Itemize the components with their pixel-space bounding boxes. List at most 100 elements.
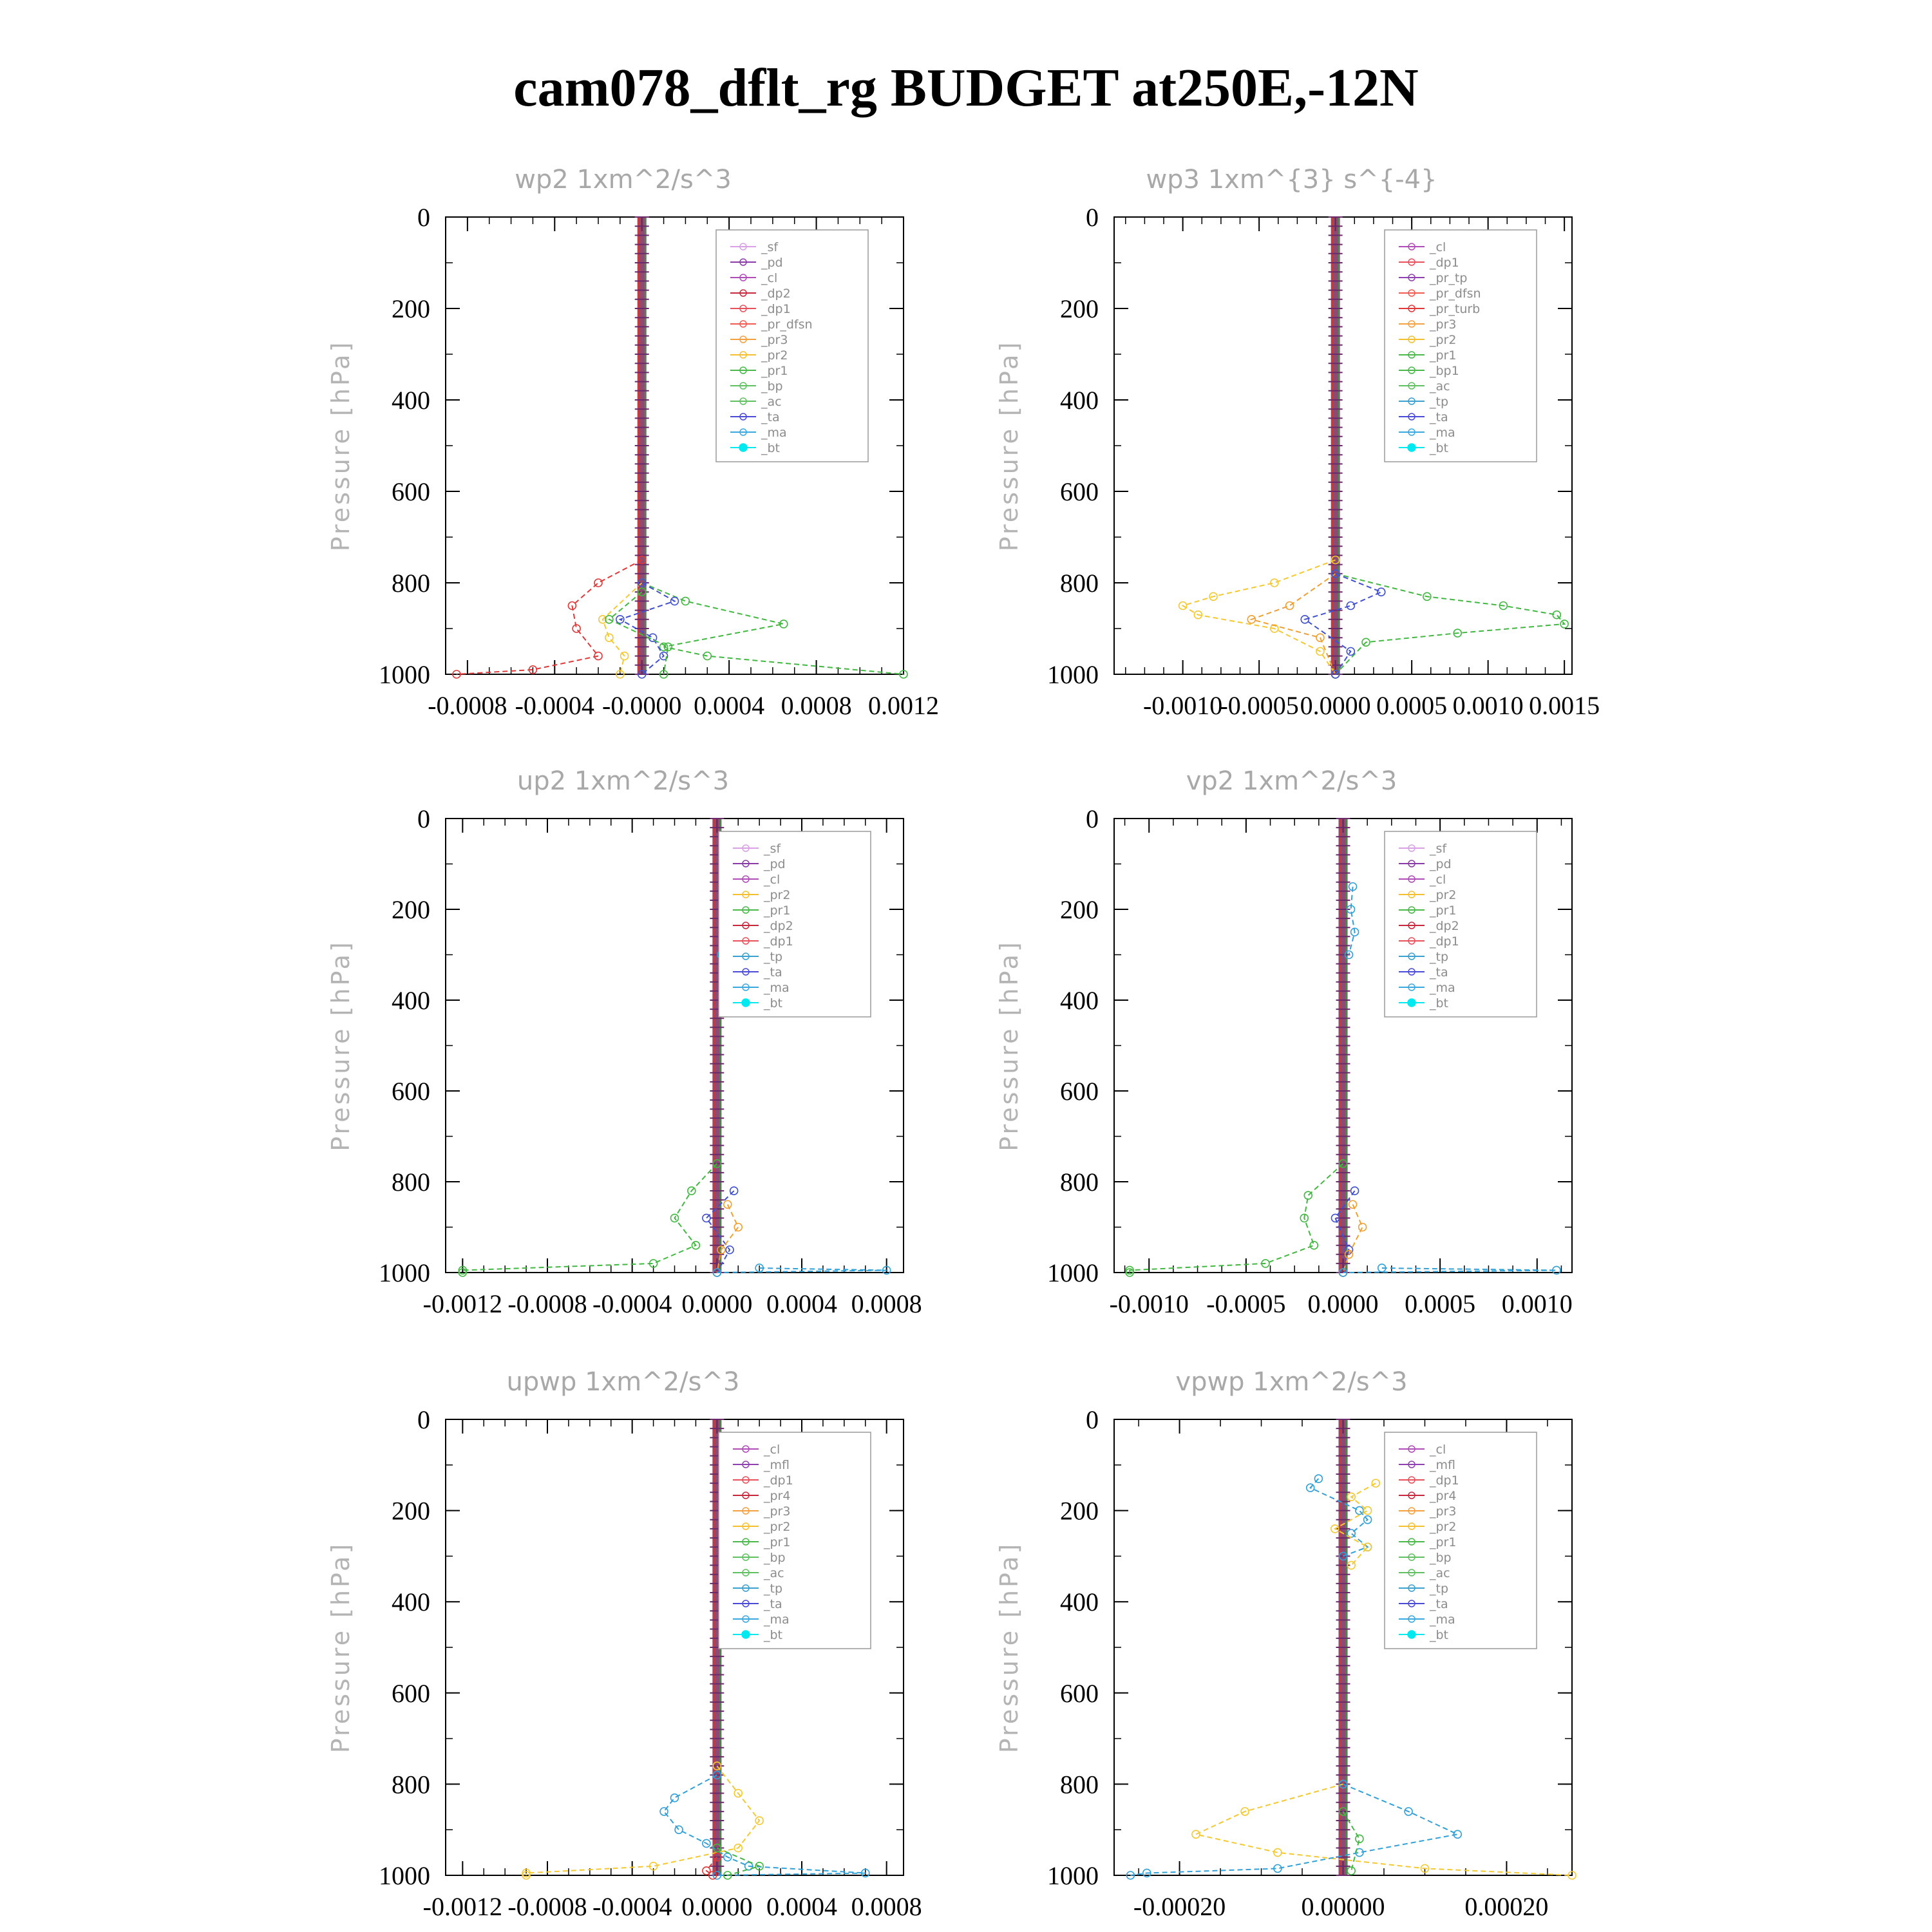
series-point-pr2 [1331, 555, 1340, 565]
legend-label: _dp1 [761, 302, 791, 316]
legend-label: _pr3 [1429, 1504, 1456, 1519]
series-point-pr2 [616, 670, 625, 679]
series-point-pr2 [1193, 610, 1203, 620]
panel-title: wp3 1xm^{3} s^{-4} [1146, 165, 1437, 194]
legend: _cl _dp1_pr_tp _pr_dfsn_pr_turb_pr3_pr2_pr… [1384, 229, 1537, 462]
legend-label: _cl [1429, 240, 1446, 254]
legend-marker [1408, 258, 1416, 266]
series-point-ta [702, 1213, 711, 1223]
x-tick-label: 0.00000 [1302, 1892, 1385, 1921]
legend-label: _bp [1429, 1551, 1452, 1565]
series-point-bp [723, 1871, 732, 1880]
x-tick-label: -0.0000 [602, 691, 681, 720]
series-point-ta [1300, 614, 1310, 624]
y-axis-label: Pressure [hPa] [995, 1542, 1023, 1754]
legend-label: _ma [763, 981, 790, 995]
series-point-ma [1377, 1264, 1387, 1273]
series-point-ta [1346, 601, 1356, 611]
legend-marker [1408, 922, 1416, 929]
legend-marker [742, 1600, 750, 1607]
series-point-pr2 [1270, 624, 1279, 633]
series-point-ma [1338, 1268, 1348, 1277]
series-point-pr2 [605, 633, 614, 643]
x-tick-label: -0.0012 [423, 1289, 502, 1318]
series-point-dp1 [670, 1213, 679, 1223]
x-tick-label: -0.0008 [428, 691, 507, 720]
x-tick-label: -0.0004 [592, 1892, 672, 1921]
legend-marker [739, 428, 747, 436]
series-point-pr1 [522, 1871, 531, 1880]
series-point-pr3 [1247, 614, 1256, 624]
legend-marker [739, 397, 747, 405]
series-point-tp [1348, 882, 1358, 891]
legend-marker [742, 860, 750, 867]
series-point-dp1 [452, 670, 461, 679]
series-point-dp1 [567, 601, 577, 611]
series-point-pr1 [755, 1816, 764, 1825]
series-point-ta [1346, 647, 1356, 656]
legend-marker [1408, 1553, 1416, 1561]
series-point-dp1 [594, 651, 603, 661]
series-point-ta [1350, 1186, 1359, 1195]
x-tick-label: -0.0010 [1110, 1289, 1189, 1318]
x-tick-label: -0.0008 [507, 1289, 587, 1318]
legend-label: _tp [763, 950, 782, 964]
y-tick-label: 0 [417, 804, 430, 833]
legend-label: _pr1 [763, 1535, 790, 1549]
series-line-dp1 [462, 1163, 718, 1273]
x-tick-label: -0.0004 [515, 691, 594, 720]
legend-box [718, 831, 871, 1018]
legend-box [715, 229, 869, 462]
x-tick-label: 0.00020 [1464, 1892, 1548, 1921]
series-point-pr2 [598, 614, 607, 624]
series-line-ma [1343, 1267, 1557, 1273]
series-line-ta [1334, 1190, 1356, 1273]
series-point-pr1 [1347, 1492, 1356, 1502]
legend-label: _bt [1429, 996, 1448, 1010]
legend-label: _pr_tp [1429, 271, 1467, 285]
legend-label: _ta [763, 965, 782, 980]
series-point-tp [670, 1793, 679, 1803]
series-line-pr1 [526, 1765, 761, 1875]
series-point-tp [1305, 1483, 1315, 1492]
y-tick-label: 1000 [1047, 660, 1099, 689]
y-tick-label: 0 [417, 203, 430, 232]
x-tick-label: 0.0000 [1300, 691, 1371, 720]
legend: _sf_pd _cl_pr2 _pr1_dp2_dp1_tp_ta_ma_bt [1384, 831, 1537, 1018]
legend-marker [1408, 413, 1416, 421]
series-line-pr2 [1181, 559, 1336, 675]
series-line-dp1 [705, 1857, 718, 1876]
series-line-ta [705, 1190, 735, 1273]
panel-title: wp2 1xm^2/s^3 [515, 165, 732, 194]
legend-marker [1408, 1507, 1416, 1515]
series-point-ta [729, 1186, 739, 1195]
series-point-dp1 [708, 1871, 717, 1880]
series-point-dp1 [712, 1852, 722, 1862]
legend-marker [739, 258, 747, 266]
series-point-pr1 [522, 1868, 531, 1878]
series-point-ma [755, 1264, 764, 1273]
y-tick-label: 200 [1060, 294, 1099, 323]
legend-marker [742, 983, 750, 991]
series-point-tp [1355, 1506, 1364, 1515]
series-point-dp1 [1300, 1213, 1309, 1223]
series-point-bp [779, 620, 788, 629]
series-point-pr1 [1363, 1506, 1372, 1515]
series-point-ta [670, 596, 679, 606]
series-point-bp [703, 651, 712, 661]
legend-label: _bt [1429, 441, 1448, 455]
x-tick-label: -0.0004 [592, 1289, 672, 1318]
legend: _sf_pd _cl_pr2 _pr1_dp2_dp1_tp_ta_ma_bt [718, 831, 871, 1018]
x-tick-label: 0.0008 [851, 1892, 922, 1921]
series-point-tp [723, 1852, 732, 1862]
series-point-bp1 [1423, 592, 1432, 601]
series-line-bp [1342, 1811, 1360, 1871]
legend-marker [1408, 968, 1416, 976]
legend-label: _ta [1429, 965, 1448, 980]
legend-box [1384, 1432, 1537, 1649]
series-point-dp1 [712, 1159, 722, 1168]
legend-box [1384, 831, 1537, 1018]
legend-label: _tp [1429, 1582, 1448, 1596]
legend: _sf _pd_cl _dp2_dp1_pr_dfsn_pr3_pr2_pr1_bp… [715, 229, 869, 462]
legend-marker [1408, 1476, 1416, 1484]
